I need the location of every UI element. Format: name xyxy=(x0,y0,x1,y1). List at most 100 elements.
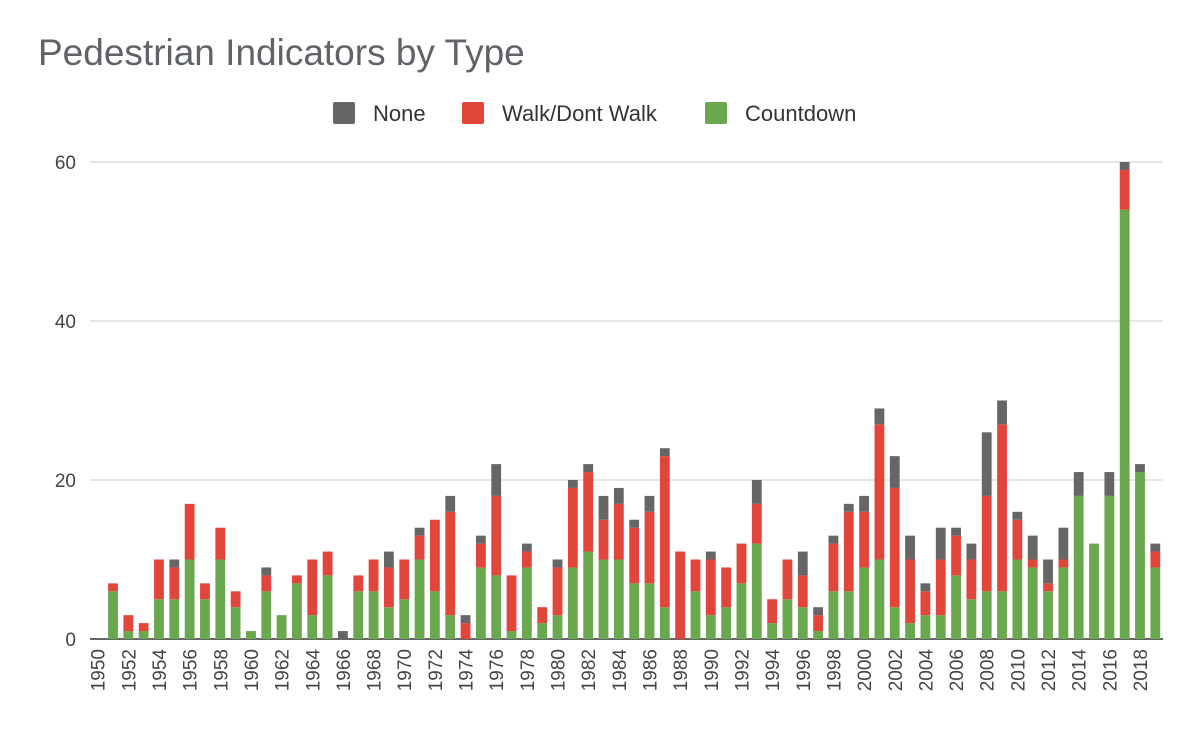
bar-segment-countdown-1961 xyxy=(261,591,272,639)
bar-segment-walk-dont-walk-2017 xyxy=(1119,169,1130,210)
bar-segment-walk-dont-walk-2011 xyxy=(1027,559,1038,568)
bar-segment-countdown-1981 xyxy=(567,567,578,639)
x-tick-label: 1996 xyxy=(794,649,815,691)
bar-segment-none-2010 xyxy=(1012,511,1023,520)
bar-segment-countdown-2013 xyxy=(1058,567,1069,639)
bar-segment-none-2011 xyxy=(1027,535,1038,560)
bar-segment-countdown-1999 xyxy=(843,591,854,639)
bar-segment-countdown-1971 xyxy=(414,559,425,639)
bar-segment-walk-dont-walk-1985 xyxy=(629,527,640,584)
x-tick-label: 2006 xyxy=(947,649,968,691)
bar-segment-none-1974 xyxy=(460,615,471,624)
bar-segment-none-1971 xyxy=(414,527,425,536)
bar-segment-countdown-1967 xyxy=(353,591,364,639)
bar-segment-countdown-1956 xyxy=(184,559,195,639)
bar-segment-countdown-1958 xyxy=(215,559,226,639)
bar-segment-walk-dont-walk-1958 xyxy=(215,527,226,560)
bar-segment-countdown-1982 xyxy=(583,551,594,639)
x-tick-label: 2004 xyxy=(916,649,937,692)
bar-segment-countdown-2003 xyxy=(905,623,915,639)
x-tick-label: 1962 xyxy=(273,649,294,691)
bar-segment-none-1985 xyxy=(629,519,640,528)
bar-segment-walk-dont-walk-1951 xyxy=(108,583,118,592)
x-tick-label: 2002 xyxy=(886,649,907,691)
bar-segment-countdown-1995 xyxy=(782,599,793,639)
bar-segment-walk-dont-walk-1977 xyxy=(506,575,517,632)
bar-segment-countdown-1985 xyxy=(629,583,640,639)
bar-segment-countdown-1992 xyxy=(736,583,747,639)
bar-segment-none-1966 xyxy=(338,631,348,639)
bar-segment-walk-dont-walk-1990 xyxy=(705,559,716,616)
legend-label: Countdown xyxy=(745,101,856,126)
x-tick-label: 1972 xyxy=(426,649,447,691)
bar-segment-countdown-1953 xyxy=(138,631,149,639)
bar-segment-none-2001 xyxy=(874,408,885,425)
bar-segment-countdown-1959 xyxy=(230,607,241,639)
bar-segment-none-1981 xyxy=(567,480,578,488)
bar-segment-countdown-1989 xyxy=(690,591,701,639)
bar-segment-walk-dont-walk-2000 xyxy=(859,511,869,568)
bar-segment-countdown-2010 xyxy=(1012,559,1023,639)
bar-segment-walk-dont-walk-1980 xyxy=(552,567,563,616)
bar-segment-walk-dont-walk-1986 xyxy=(644,511,655,584)
bar-segment-none-1980 xyxy=(552,559,563,568)
bar-segment-none-1984 xyxy=(613,487,624,504)
y-tick-label: 40 xyxy=(55,312,76,333)
legend-label: Walk/Dont Walk xyxy=(502,101,658,126)
bar-segment-countdown-1975 xyxy=(475,567,486,639)
x-tick-label: 1988 xyxy=(671,649,692,691)
y-tick-label: 0 xyxy=(65,630,76,651)
x-tick-label: 1992 xyxy=(732,649,753,691)
x-tick-label: 1952 xyxy=(119,649,140,691)
bar-segment-countdown-2019 xyxy=(1150,567,1161,639)
bar-segment-countdown-2015 xyxy=(1089,543,1099,639)
bar-segment-countdown-1986 xyxy=(644,583,655,639)
bar-segment-walk-dont-walk-1975 xyxy=(475,543,486,568)
bar-segment-countdown-2017 xyxy=(1119,209,1130,639)
x-axis: 1950 1952 1954 1956 1958 1960 1962 1964 1966 1968… xyxy=(89,649,1152,692)
bar-segment-none-1982 xyxy=(583,464,594,473)
bar-segment-countdown-2008 xyxy=(981,591,992,639)
bar-segment-walk-dont-walk-1999 xyxy=(843,511,854,592)
bar-segment-countdown-1955 xyxy=(169,599,180,639)
bar-segment-walk-dont-walk-1987 xyxy=(659,456,670,608)
bar-segment-walk-dont-walk-2006 xyxy=(951,535,961,576)
bar-segment-countdown-1965 xyxy=(322,575,333,639)
bar-segment-walk-dont-walk-1996 xyxy=(797,575,808,608)
bar-segment-walk-dont-walk-1955 xyxy=(169,567,180,600)
bar-segment-walk-dont-walk-1971 xyxy=(414,535,425,560)
bar-segment-countdown-1952 xyxy=(123,631,134,639)
x-tick-label: 1954 xyxy=(150,649,171,692)
bar-segment-none-1961 xyxy=(261,567,272,576)
bar-segment-walk-dont-walk-1963 xyxy=(292,575,302,584)
bar-segment-countdown-1980 xyxy=(552,615,563,639)
bar-segment-countdown-2001 xyxy=(874,559,885,639)
x-tick-label: 1958 xyxy=(211,649,232,691)
bar-segment-walk-dont-walk-1969 xyxy=(384,567,394,608)
bar-segment-walk-dont-walk-1954 xyxy=(154,559,164,600)
y-axis: 0 20 40 60 xyxy=(55,153,76,651)
bar-segment-walk-dont-walk-2003 xyxy=(905,559,915,624)
bar-segment-none-2008 xyxy=(981,432,992,496)
bar-segment-walk-dont-walk-1998 xyxy=(828,543,839,592)
bar-segment-walk-dont-walk-2007 xyxy=(966,559,977,600)
bar-segment-countdown-1957 xyxy=(200,599,210,639)
bar-segment-none-1955 xyxy=(169,559,180,568)
bar-segment-none-1998 xyxy=(828,535,839,544)
bar-segment-countdown-1994 xyxy=(767,623,778,639)
bar-segment-walk-dont-walk-1956 xyxy=(184,503,195,560)
bar-segment-walk-dont-walk-2004 xyxy=(920,591,931,616)
bar-segment-countdown-1976 xyxy=(491,575,502,639)
x-tick-label: 1950 xyxy=(89,649,110,691)
bar-segment-countdown-1954 xyxy=(154,599,164,639)
bar-segment-countdown-2012 xyxy=(1043,591,1053,639)
x-tick-label: 1964 xyxy=(303,649,324,692)
bar-segment-countdown-2005 xyxy=(935,615,946,639)
bar-segment-walk-dont-walk-1957 xyxy=(200,583,210,600)
bar-segment-countdown-2016 xyxy=(1104,495,1115,639)
bar-segment-walk-dont-walk-2013 xyxy=(1058,559,1069,568)
bar-segment-walk-dont-walk-2001 xyxy=(874,424,885,560)
bar-segment-countdown-1987 xyxy=(659,607,670,639)
x-tick-label: 1966 xyxy=(334,649,355,691)
